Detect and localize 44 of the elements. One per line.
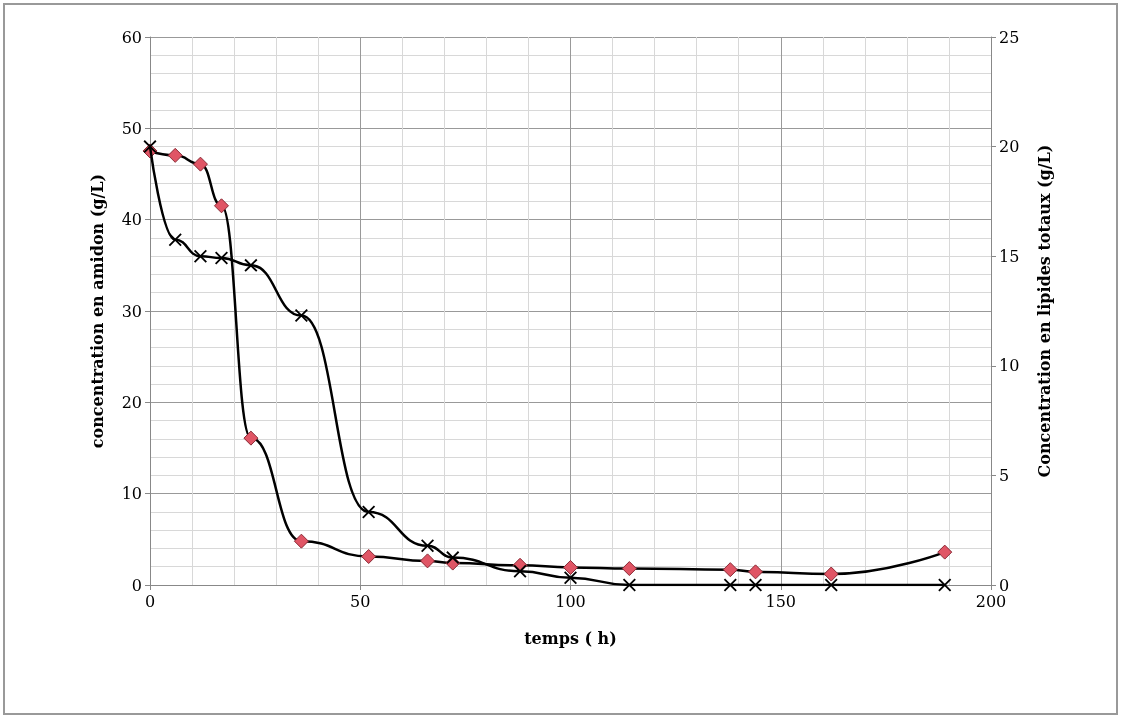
y2-tick-label: 5	[999, 465, 1010, 485]
point	[446, 551, 460, 565]
y-tick-label: 60	[121, 27, 142, 47]
point	[513, 564, 527, 578]
y2-tick-label: 15	[999, 246, 1020, 266]
point	[361, 549, 377, 564]
point	[748, 564, 764, 580]
x-tick-label: 0	[144, 591, 156, 611]
point	[167, 147, 183, 163]
x-tick-label: 150	[765, 591, 797, 611]
point	[564, 571, 577, 585]
point	[823, 566, 839, 582]
point	[293, 533, 309, 549]
y2-axis-title: Concentration en lipides totaux (g/L)	[1034, 144, 1054, 478]
point	[244, 258, 258, 272]
point	[193, 249, 207, 263]
point	[563, 559, 578, 575]
x-tick-label: 50	[350, 591, 371, 611]
point	[937, 544, 953, 560]
y-tick-label: 10	[121, 484, 142, 504]
point	[213, 198, 229, 214]
point	[722, 562, 738, 578]
point	[243, 430, 259, 446]
y2-tick-label: 25	[999, 27, 1020, 47]
y2-tick-label: 10	[999, 356, 1020, 376]
point	[723, 578, 737, 592]
x-tick-label: 100	[555, 591, 586, 611]
y-tick-label: 50	[121, 118, 142, 138]
y-tick-label: 20	[121, 392, 142, 412]
point	[192, 156, 208, 172]
y2-tick-label: 20	[999, 137, 1020, 157]
point	[938, 578, 952, 592]
y-tick-label: 0	[131, 575, 142, 595]
point	[824, 578, 838, 592]
y-tick-label: 30	[121, 301, 142, 321]
point	[421, 539, 435, 553]
point	[621, 561, 637, 577]
x-axis-title: temps ( h)	[524, 628, 617, 648]
point	[168, 233, 182, 247]
y-axis-title: concentration en amidon (g/L)	[87, 173, 107, 449]
point	[420, 553, 436, 569]
point	[294, 309, 308, 323]
point	[362, 505, 376, 519]
y-tick-label: 40	[121, 210, 142, 230]
